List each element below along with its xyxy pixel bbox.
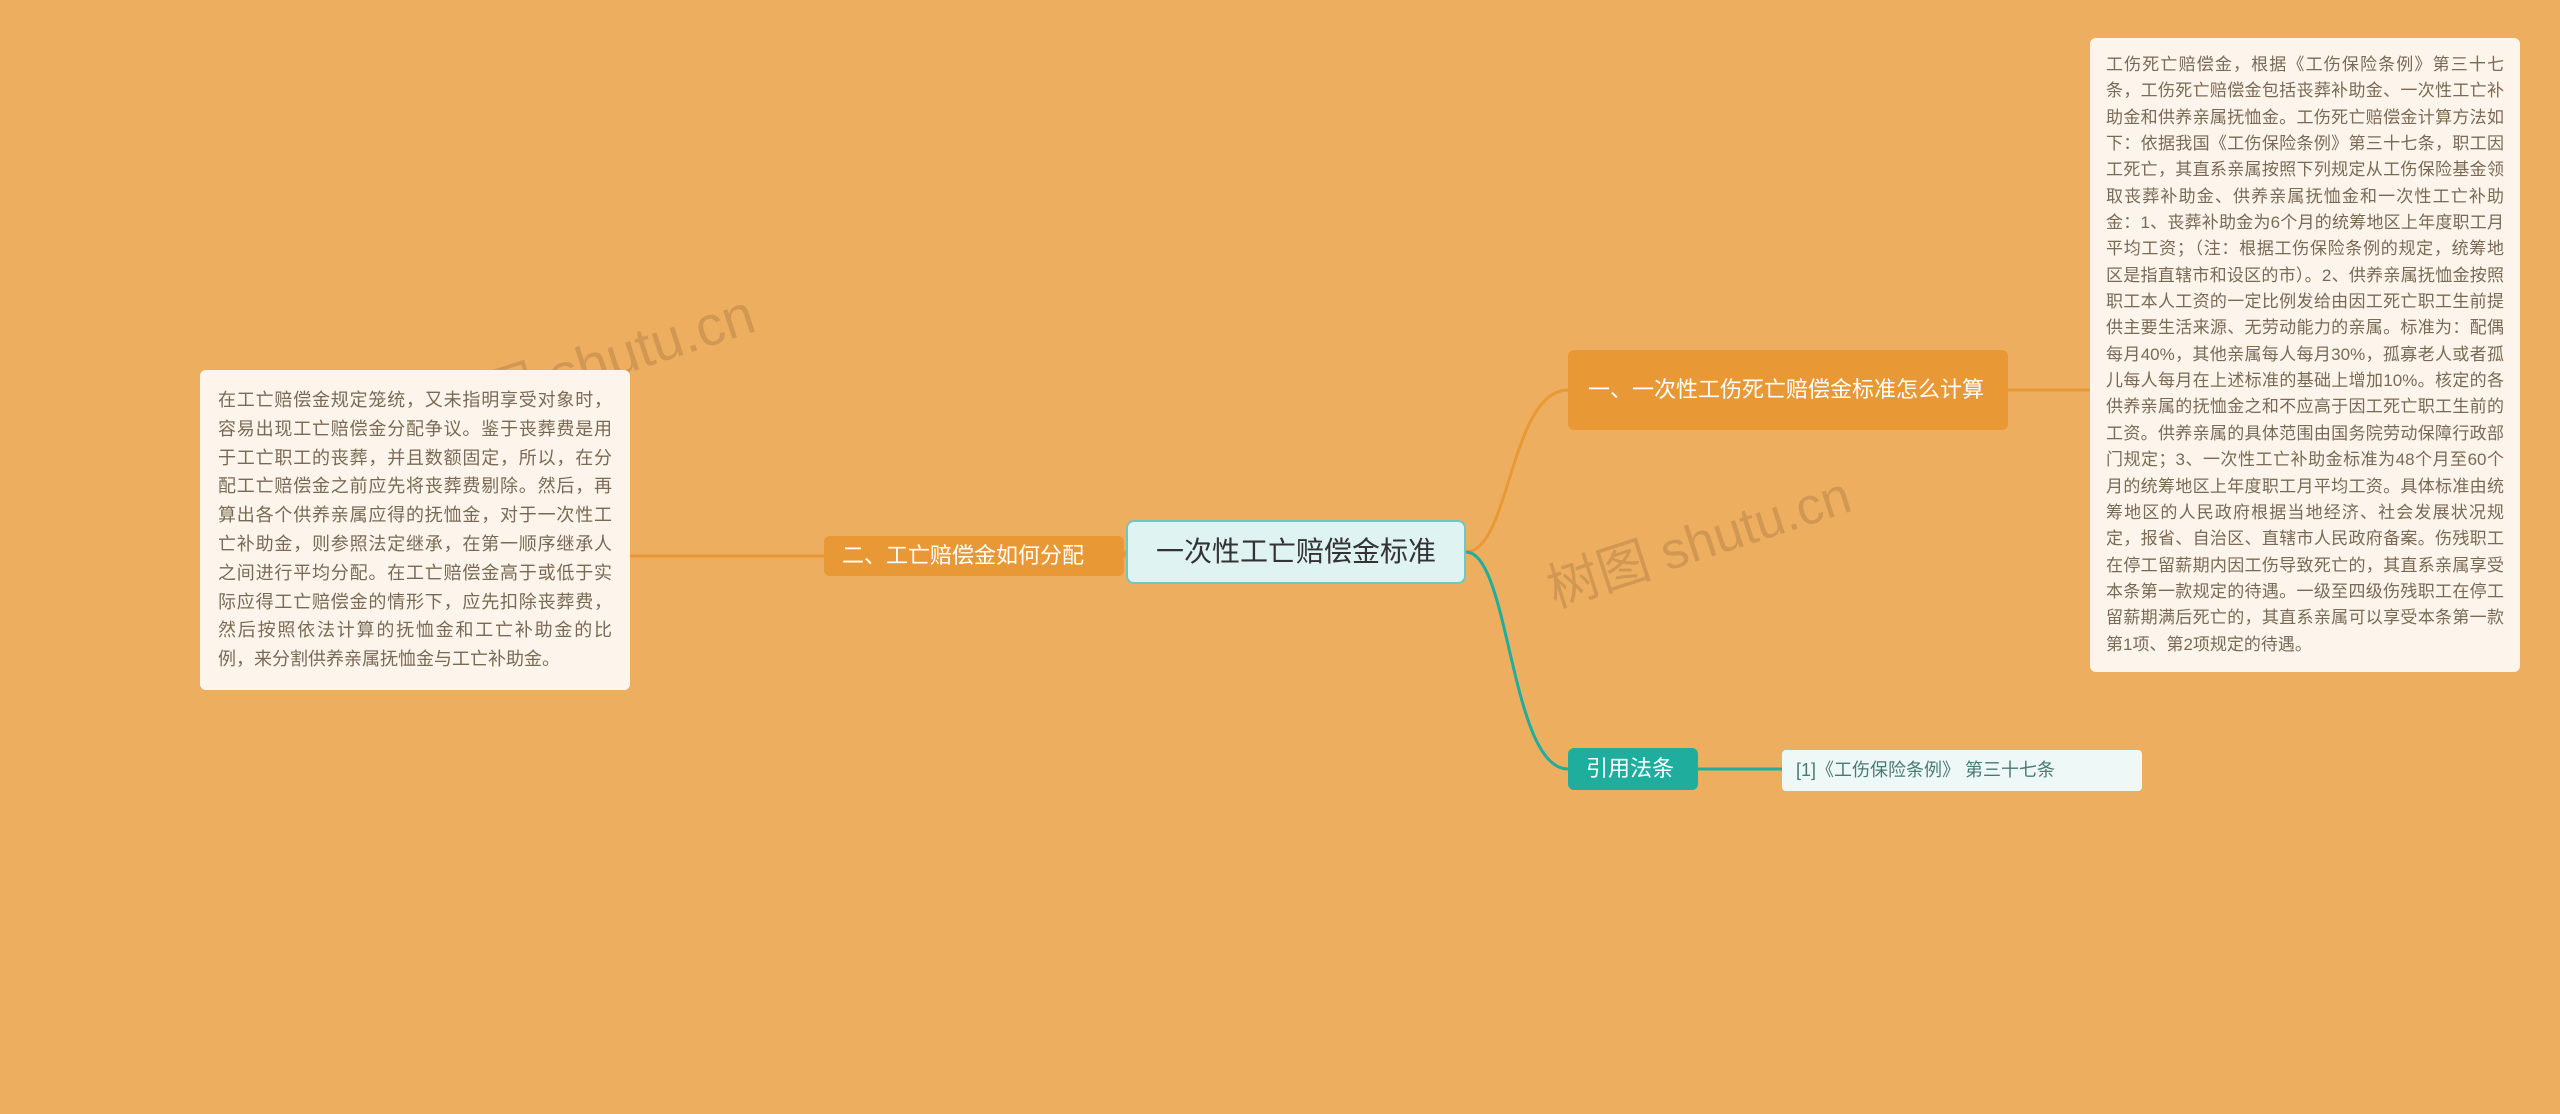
- branch-1: 一、一次性工伤死亡赔偿金标准怎么计算: [1568, 350, 2008, 430]
- center-label: 一次性工亡赔偿金标准: [1156, 532, 1436, 571]
- branch-2-detail: 在工亡赔偿金规定笼统，又未指明享受对象时，容易出现工亡赔偿金分配争议。鉴于丧葬费…: [200, 370, 630, 690]
- branch-1-detail-text: 工伤死亡赔偿金，根据《工伤保险条例》第三十七条，工伤死亡赔偿金包括丧葬补助金、一…: [2106, 52, 2504, 658]
- branch-3-detail: [1]《工伤保险条例》 第三十七条: [1782, 750, 2142, 791]
- branch-1-detail: 工伤死亡赔偿金，根据《工伤保险条例》第三十七条，工伤死亡赔偿金包括丧葬补助金、一…: [2090, 38, 2520, 672]
- branch-3-label: 引用法条: [1586, 754, 1674, 785]
- center-node: 一次性工亡赔偿金标准: [1126, 520, 1466, 584]
- branch-3-detail-text: [1]《工伤保险条例》 第三十七条: [1796, 758, 2055, 783]
- branch-2-detail-text: 在工亡赔偿金规定笼统，又未指明享受对象时，容易出现工亡赔偿金分配争议。鉴于丧葬费…: [218, 386, 612, 674]
- branch-1-label: 一、一次性工伤死亡赔偿金标准怎么计算: [1588, 375, 1984, 406]
- branch-2-label: 二、工亡赔偿金如何分配: [842, 541, 1084, 572]
- branch-2: 二、工亡赔偿金如何分配: [824, 536, 1124, 576]
- branch-3: 引用法条: [1568, 748, 1698, 790]
- watermark-2: 树图 shutu.cn: [1536, 453, 1859, 622]
